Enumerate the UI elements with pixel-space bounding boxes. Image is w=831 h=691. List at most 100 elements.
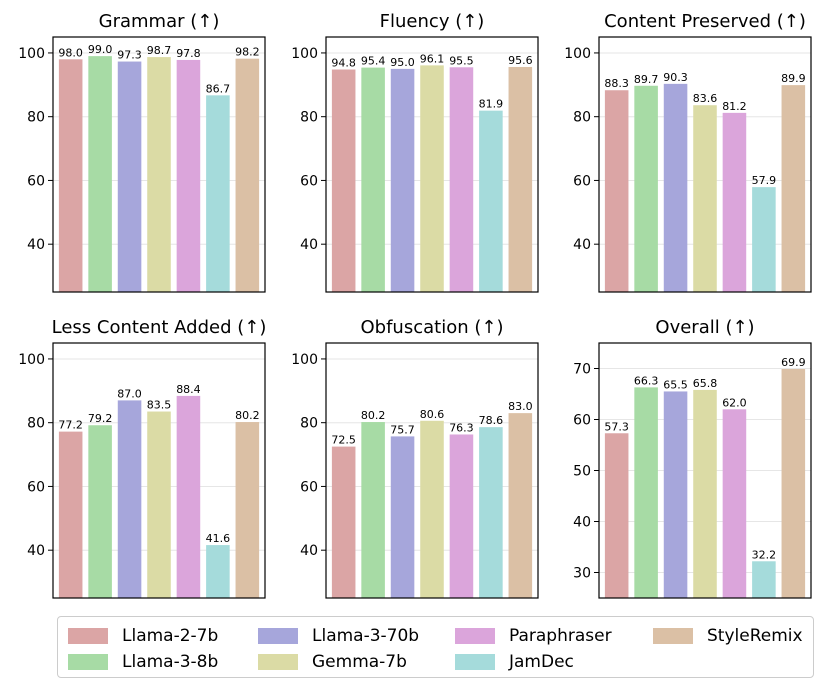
panel-frame [598,36,812,293]
data-label: 95.4 [361,55,386,68]
bar-grammar-gemma-7b [147,57,171,292]
data-label: 81.2 [722,100,747,113]
bar-fluency-gemma-7b [420,65,444,293]
data-label: 95.5 [449,54,474,67]
data-label: 72.5 [331,434,356,447]
bar-obfuscation-styleremix [508,413,533,598]
data-label: 98.2 [235,46,260,59]
panel-title-obfuscation: Obfuscation (↑) [361,317,504,338]
data-label: 81.9 [479,98,504,111]
bar-content-preserved-llama-2-7b [604,90,629,292]
bar-fluency-llama-3-8b [361,67,385,292]
bar-content-preserved-jamdec [752,187,776,292]
bar-grammar-llama-2-7b [58,59,83,292]
panel-title-fluency: Fluency (↑) [380,11,485,32]
data-label: 79.2 [88,412,113,425]
bar-fluency-llama-3-70b [390,68,415,292]
bar-less-content-added-jamdec [206,545,230,598]
panel-frame [52,36,266,293]
y-tick-label: 30 [573,566,591,582]
bar-grammar-llama-3-70b [117,61,142,293]
legend-swatch-llama-3-8b [68,654,108,670]
data-label: 32.2 [752,548,777,561]
data-label: 90.3 [663,71,688,84]
data-label: 41.6 [206,532,231,545]
bar-grammar-paraphraser [176,59,201,293]
data-label: 66.3 [634,374,659,387]
data-label: 97.8 [176,47,201,60]
bar-overall-paraphraser [722,409,747,598]
bar-overall-gemma-7b [693,389,717,598]
y-tick-label: 60 [573,413,591,429]
legend-swatch-styleremix [653,628,693,644]
data-label: 78.6 [479,414,504,427]
data-label: 89.9 [781,72,806,85]
data-label: 87.0 [117,387,142,400]
bar-obfuscation-llama-2-7b [331,446,356,598]
bar-content-preserved-paraphraser [722,112,747,292]
bar-content-preserved-gemma-7b [693,105,717,293]
data-label: 75.7 [390,423,415,436]
y-tick-label: 60 [27,173,45,189]
y-tick-label: 40 [27,237,45,253]
legend-swatch-gemma-7b [258,654,298,670]
panel-title-less-content-added: Less Content Added (↑) [52,317,267,338]
y-tick-label: 60 [573,173,591,189]
legend: Llama-2-7b Llama-3-8b Llama-3-70b Gemma-… [57,616,814,678]
y-tick-label: 50 [573,464,591,480]
data-label: 65.5 [663,378,688,391]
bar-obfuscation-paraphraser [449,434,474,598]
panel-frame [325,36,539,293]
bar-content-preserved-llama-3-8b [634,85,658,292]
panel-title-grammar: Grammar (↑) [99,11,220,32]
bar-less-content-added-paraphraser [176,395,201,598]
legend-label: Llama-3-70b [312,626,420,646]
legend-item-llama-2-7b: Llama-2-7b [68,625,218,647]
legend-swatch-llama-2-7b [68,628,108,644]
y-tick-label: 40 [573,237,591,253]
panel-frame [52,342,266,599]
legend-item-styleremix: StyleRemix [653,625,803,647]
y-tick-label: 60 [300,479,318,495]
y-tick-label: 80 [27,110,45,126]
bar-fluency-llama-2-7b [331,69,356,292]
data-label: 76.3 [449,421,474,434]
legend-label: Llama-2-7b [122,626,219,646]
bar-grammar-jamdec [206,95,230,292]
legend-label: Paraphraser [509,626,612,646]
data-label: 86.7 [206,82,231,95]
bar-content-preserved-styleremix [781,85,806,292]
data-label: 65.8 [693,377,718,390]
data-label: 57.3 [604,420,629,433]
bar-less-content-added-llama-2-7b [58,431,83,598]
bar-fluency-styleremix [508,66,533,293]
bar-less-content-added-llama-3-70b [117,400,142,598]
data-label: 95.0 [390,56,415,69]
data-label: 97.3 [117,49,142,62]
y-tick-label: 40 [300,237,318,253]
panel-title-content-preserved: Content Preserved (↑) [604,11,806,32]
y-tick-label: 100 [564,46,591,62]
y-tick-label: 80 [300,416,318,432]
legend-swatch-jamdec [455,654,495,670]
legend-item-paraphraser: Paraphraser [455,625,612,647]
data-label: 99.0 [88,43,113,56]
y-tick-label: 80 [27,416,45,432]
legend-item-llama-3-8b: Llama-3-8b [68,651,218,673]
data-label: 80.2 [235,409,260,422]
data-label: 88.3 [604,77,629,90]
y-tick-label: 80 [300,110,318,126]
bar-less-content-added-llama-3-8b [88,425,112,598]
legend-item-jamdec: JamDec [455,651,574,673]
legend-label: Gemma-7b [312,652,407,672]
y-tick-label: 40 [300,543,318,559]
data-label: 83.5 [147,399,172,412]
bar-obfuscation-gemma-7b [420,420,444,598]
y-tick-label: 100 [291,46,318,62]
bar-overall-jamdec [752,561,776,598]
data-label: 94.8 [331,57,356,70]
bar-overall-llama-3-70b [663,391,688,598]
y-tick-label: 40 [573,515,591,531]
legend-item-gemma-7b: Gemma-7b [258,651,407,673]
